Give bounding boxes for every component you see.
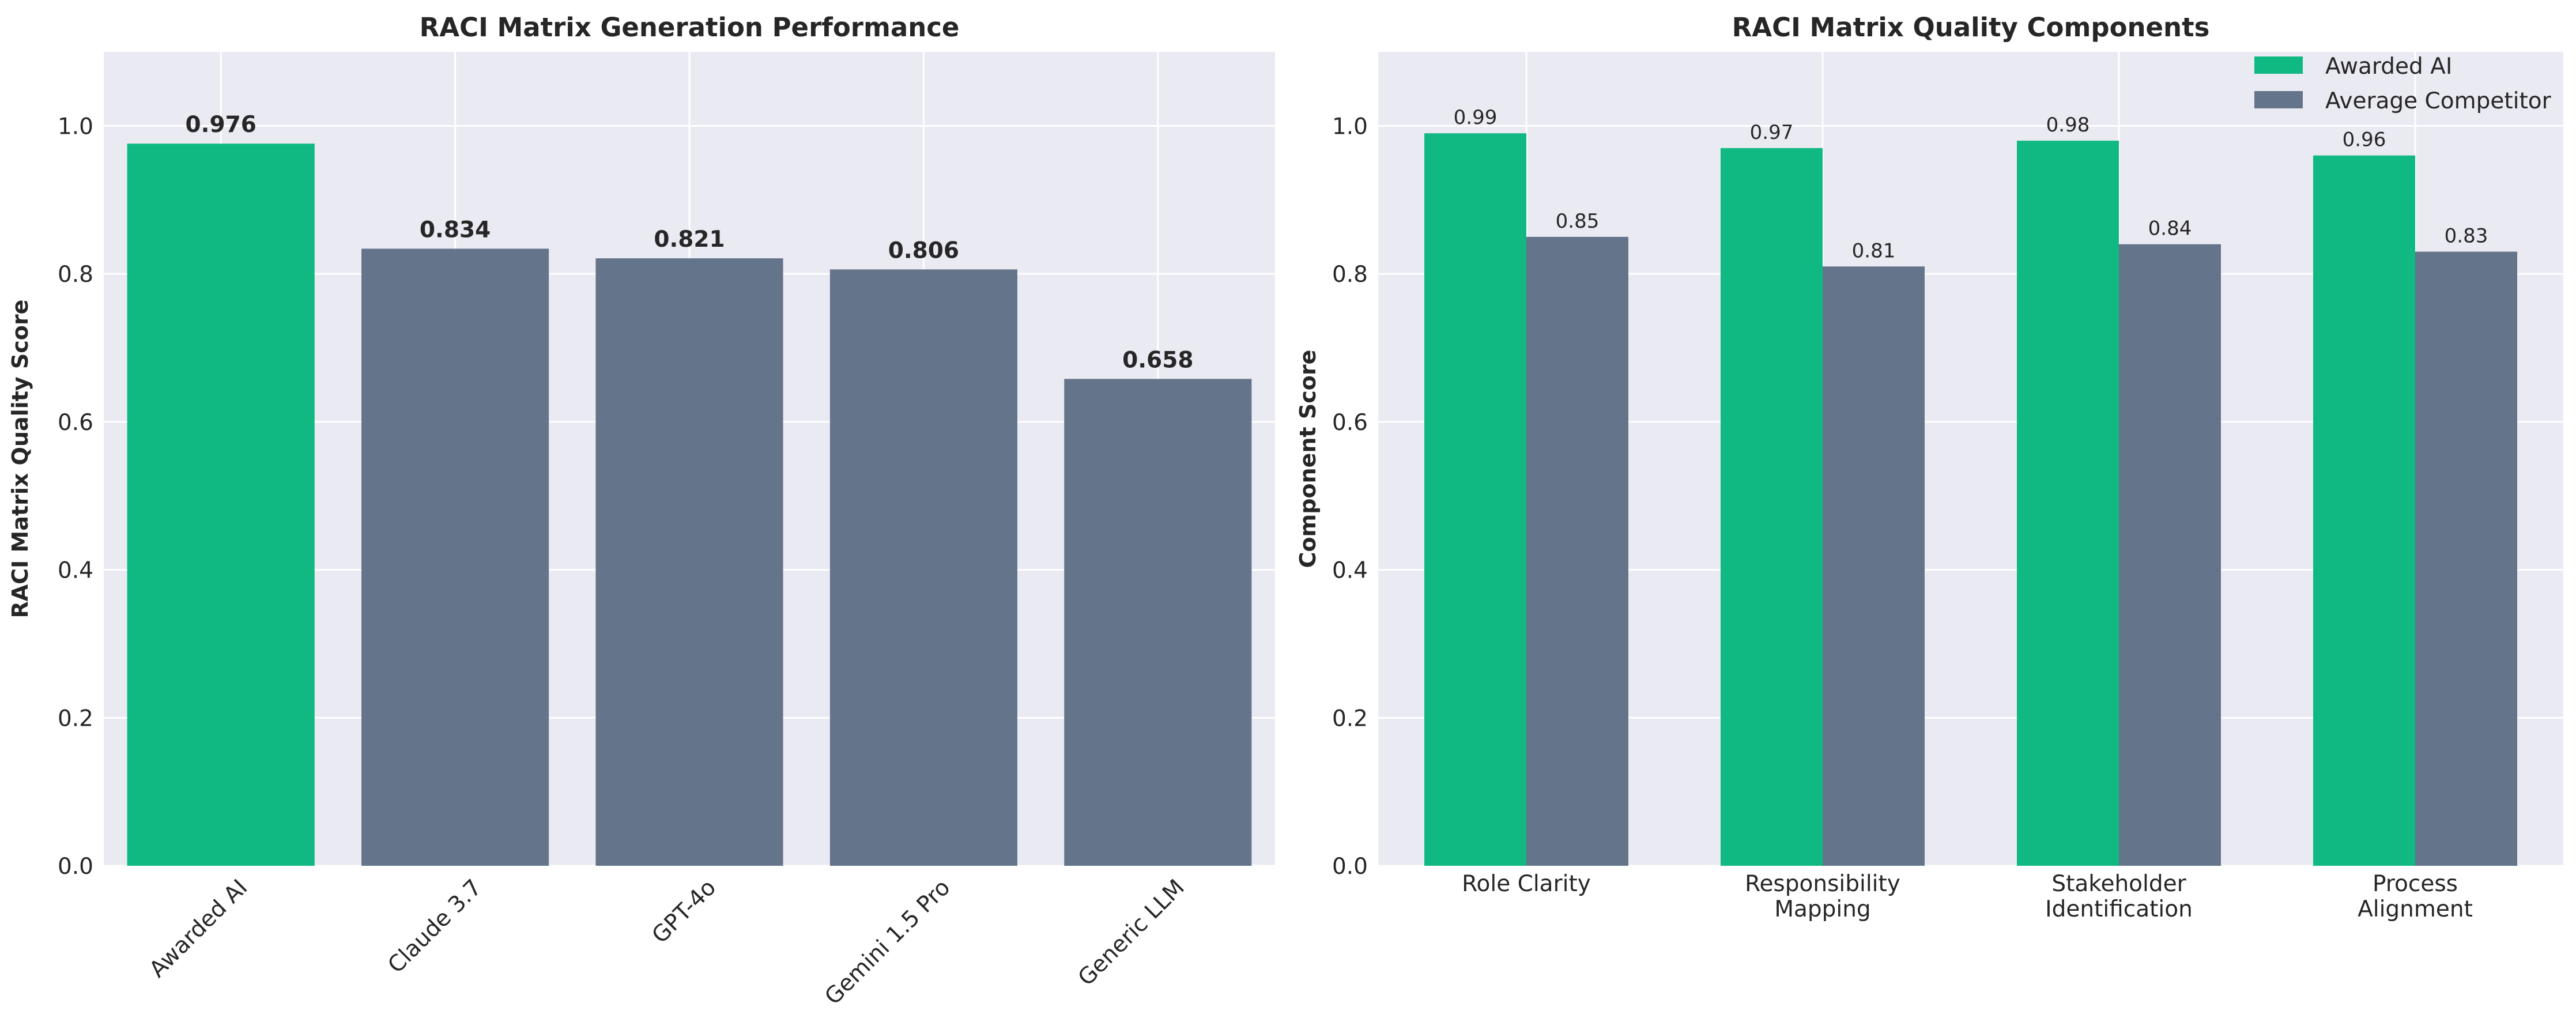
- chart-title: RACI Matrix Quality Components: [1732, 12, 2210, 43]
- x-tick-label-role-clarity: Role Clarity: [1462, 871, 1591, 897]
- value-label-awarded-ai-process-alignment: 0.96: [2343, 129, 2386, 152]
- y-tick-label: 0.6: [58, 410, 93, 436]
- chart-raci-generation-performance: 0.0 0.2 0.4 0.6 0.8 1.0 0.976 Awarded AI 0.834 Cl…: [7, 12, 1275, 1010]
- y-tick-label: 0.4: [1332, 558, 1368, 584]
- value-label-awarded-ai: 0.976: [186, 112, 257, 138]
- bar-average-competitor-process-alignment: [2415, 251, 2517, 866]
- value-label-awarded-ai-responsibility-mapping: 0.97: [1750, 121, 1794, 144]
- x-tick-label-stakeholder-identification: Identification: [2045, 896, 2193, 922]
- bar-awarded-ai-responsibility-mapping: [1721, 148, 1823, 866]
- legend-label-average-competitor: Average Competitor: [2325, 88, 2552, 114]
- y-tick-label: 1.0: [58, 114, 93, 139]
- x-tick-label-claude-3-7: Claude 3.7: [383, 874, 486, 978]
- y-tick-label: 0.6: [1332, 410, 1368, 436]
- value-label-awarded-ai-stakeholder-identification: 0.98: [2046, 114, 2090, 137]
- x-tick-label-stakeholder-identification: Stakeholder: [2051, 871, 2186, 897]
- y-tick-label: 0.2: [58, 706, 93, 731]
- value-label-gemini-1-5-pro: 0.806: [888, 237, 959, 263]
- chart-right-svg: 0.0 0.2 0.4 0.6 0.8 1.0 0.99 0.85 Role Clarity 0.…: [1295, 12, 2563, 922]
- value-label-generic-llm: 0.658: [1122, 347, 1193, 373]
- chart-raci-quality-components: 0.0 0.2 0.4 0.6 0.8 1.0 0.99 0.85 Role Clarity 0.…: [1288, 0, 2576, 1022]
- legend-swatch-average-competitor: [2254, 91, 2303, 108]
- value-label-average-competitor-stakeholder-identification: 0.84: [2148, 217, 2192, 240]
- bar-gpt-4o: [595, 258, 783, 866]
- x-tick-label-process-alignment: Process: [2373, 871, 2458, 897]
- chart-title: RACI Matrix Generation Performance: [420, 12, 960, 43]
- bar-awarded-ai: [127, 144, 315, 866]
- y-axis-label: RACI Matrix Quality Score: [7, 300, 33, 619]
- bar-generic-llm: [1064, 379, 1252, 866]
- bar-gemini-1-5-pro: [829, 269, 1017, 866]
- value-label-average-competitor-process-alignment: 0.83: [2445, 225, 2488, 248]
- legend-swatch-awarded-ai: [2254, 56, 2303, 74]
- y-tick-label: 0.0: [1332, 854, 1368, 880]
- bar-awarded-ai-role-clarity: [1424, 133, 1526, 866]
- x-tick-label-process-alignment: Alignment: [2358, 896, 2473, 922]
- legend-label-awarded-ai: Awarded AI: [2325, 54, 2452, 80]
- x-tick-label-responsibility-mapping: Responsibility: [1745, 871, 1900, 897]
- x-tick-label-generic-llm: Generic LLM: [1073, 874, 1190, 991]
- y-tick-label: 0.0: [58, 854, 93, 880]
- y-tick-label: 1.0: [1332, 114, 1368, 139]
- y-tick-label: 0.4: [58, 558, 93, 584]
- x-tick-label-gemini-1-5-pro: Gemini 1.5 Pro: [820, 874, 956, 1010]
- bar-average-competitor-responsibility-mapping: [1823, 266, 1925, 866]
- x-tick-label-responsibility-mapping: Mapping: [1774, 896, 1870, 922]
- bar-average-competitor-stakeholder-identification: [2119, 244, 2221, 866]
- y-axis-label: Component Score: [1295, 350, 1321, 568]
- chart-left-svg: 0.0 0.2 0.4 0.6 0.8 1.0 0.976 Awarded AI 0.834 Cl…: [7, 12, 1275, 1010]
- bar-average-competitor-role-clarity: [1526, 236, 1628, 866]
- bar-claude-3-7: [361, 248, 549, 866]
- value-label-awarded-ai-role-clarity: 0.99: [1454, 106, 1498, 129]
- y-tick-label: 0.2: [1332, 706, 1368, 731]
- value-label-average-competitor-role-clarity: 0.85: [1556, 210, 1600, 233]
- bar-awarded-ai-process-alignment: [2313, 155, 2415, 866]
- legend: Awarded AI Average Competitor: [2254, 54, 2552, 114]
- bar-awarded-ai-stakeholder-identification: [2017, 141, 2119, 866]
- x-tick-label-gpt-4o: GPT-4o: [647, 874, 722, 949]
- y-tick-label: 0.8: [1332, 262, 1368, 288]
- y-tick-label: 0.8: [58, 262, 93, 288]
- value-label-average-competitor-responsibility-mapping: 0.81: [1852, 239, 1896, 262]
- x-tick-label-awarded-ai: Awarded AI: [145, 874, 253, 983]
- value-label-gpt-4o: 0.821: [654, 227, 725, 252]
- value-label-claude-3-7: 0.834: [420, 217, 491, 243]
